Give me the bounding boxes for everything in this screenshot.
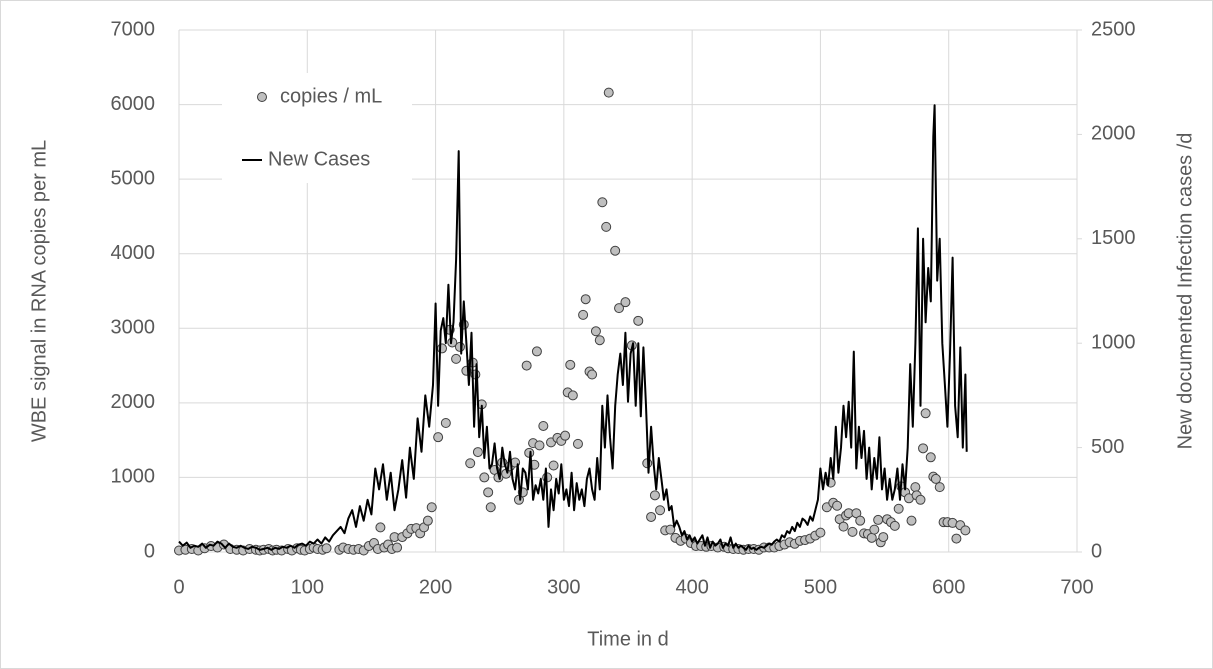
data-point (915, 494, 926, 505)
x-tick-label: 400 (675, 576, 708, 598)
data-point (960, 525, 971, 536)
data-point (646, 511, 657, 522)
y2-axis-label: New documented Infection cases /d (1174, 133, 1196, 450)
data-point (321, 543, 332, 554)
y2-tick-label: 1500 (1091, 227, 1136, 249)
data-point (479, 472, 490, 483)
legend-background (222, 73, 412, 183)
data-point (878, 532, 889, 543)
x-tick-label: 300 (547, 576, 580, 598)
data-point (440, 417, 451, 428)
data-point (601, 221, 612, 232)
data-point (869, 524, 880, 535)
data-point (920, 408, 931, 419)
data-point (534, 440, 545, 451)
data-point (587, 369, 598, 380)
x-tick-label: 0 (173, 576, 184, 598)
data-point (548, 460, 559, 471)
data-point (422, 515, 433, 526)
data-point (610, 245, 621, 256)
data-point (918, 443, 929, 454)
data-point (603, 87, 614, 98)
line-series (178, 104, 968, 551)
data-point (521, 360, 532, 371)
data-point (531, 346, 542, 357)
y-tick-label: 6000 (111, 93, 156, 115)
data-point (873, 514, 884, 525)
data-point (934, 482, 945, 493)
y-tick-label: 4000 (111, 242, 156, 264)
data-point (433, 432, 444, 443)
legend-marker (257, 92, 267, 102)
data-point (426, 502, 437, 513)
data-point (925, 452, 936, 463)
data-point (436, 343, 447, 354)
y2-tick-label: 2000 (1091, 123, 1136, 145)
data-point (832, 500, 843, 511)
data-point (375, 522, 386, 533)
data-point (847, 526, 858, 537)
data-point (893, 503, 904, 514)
y2-tick-label: 500 (1091, 436, 1124, 458)
y-tick-label: 0 (144, 540, 155, 562)
data-point (538, 420, 549, 431)
data-point (951, 533, 962, 544)
legend-label: New Cases (268, 148, 370, 170)
data-point (451, 353, 462, 364)
y-axis-label: WBE signal in RNA copies per mL (28, 140, 50, 442)
y-tick-label: 2000 (111, 391, 156, 413)
data-point (614, 303, 625, 314)
data-point (906, 515, 917, 526)
data-point (930, 473, 941, 484)
y-tick-label: 1000 (111, 466, 156, 488)
data-point (815, 527, 826, 538)
y2-tick-label: 1000 (1091, 331, 1136, 353)
data-point (465, 458, 476, 469)
x-tick-label: 600 (932, 576, 965, 598)
data-point (655, 505, 666, 516)
y-tick-label: 7000 (111, 18, 156, 40)
data-point (580, 294, 591, 305)
x-tick-label: 100 (291, 576, 324, 598)
x-axis-label: Time in d (587, 628, 669, 650)
data-point (594, 335, 605, 346)
data-point (578, 309, 589, 320)
data-point (597, 197, 608, 208)
y-tick-label: 3000 (111, 317, 156, 339)
data-point (485, 502, 496, 513)
x-tick-label: 200 (419, 576, 452, 598)
data-point (633, 315, 644, 326)
data-point (620, 297, 631, 308)
data-point (590, 326, 601, 337)
data-point (855, 515, 866, 526)
y2-tick-label: 2500 (1091, 18, 1136, 40)
data-point (889, 520, 900, 531)
data-point (910, 482, 921, 493)
x-tick-label: 700 (1060, 576, 1093, 598)
data-point (483, 487, 494, 498)
data-point (565, 359, 576, 370)
data-point (665, 524, 676, 535)
data-point (472, 447, 483, 458)
data-point (392, 542, 403, 553)
data-point (454, 341, 465, 352)
data-point (567, 390, 578, 401)
data-point (572, 438, 583, 449)
y-tick-label: 5000 (111, 167, 156, 189)
x-tick-label: 500 (804, 576, 837, 598)
data-point (838, 521, 849, 532)
data-point (866, 532, 877, 543)
legend-label: copies / mL (280, 85, 382, 107)
data-point (649, 490, 660, 501)
y2-tick-label: 0 (1091, 540, 1102, 562)
data-point (560, 430, 571, 441)
